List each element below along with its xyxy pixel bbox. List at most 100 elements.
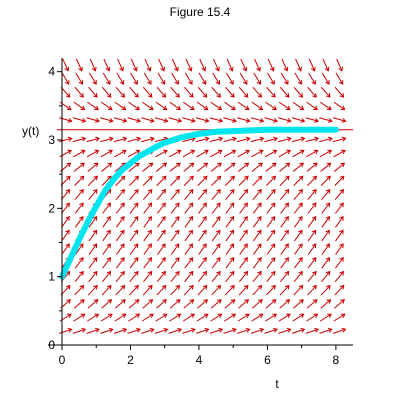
- field-arrow: [74, 215, 84, 228]
- field-arrow: [224, 101, 236, 111]
- field-arrow: [144, 58, 152, 72]
- axes: [48, 58, 353, 346]
- field-arrow: [115, 284, 126, 296]
- field-arrow: [266, 202, 276, 214]
- field-arrow: [265, 299, 277, 309]
- field-arrow: [292, 299, 304, 309]
- field-arrow: [334, 284, 345, 296]
- field-arrow: [141, 313, 154, 322]
- field-arrow: [306, 162, 318, 172]
- field-arrow: [198, 243, 207, 255]
- field-arrow: [59, 149, 72, 158]
- field-arrow: [253, 72, 262, 85]
- field-arrow: [294, 72, 303, 85]
- field-arrow: [319, 149, 333, 158]
- field-arrow: [224, 284, 235, 296]
- field-arrow: [129, 284, 139, 296]
- field-arrow: [115, 215, 125, 228]
- field-arrow: [291, 117, 306, 123]
- field-arrow: [199, 58, 207, 72]
- field-arrow: [182, 327, 196, 334]
- field-arrow: [170, 229, 180, 242]
- field-arrow: [322, 58, 330, 72]
- field-arrow: [211, 257, 221, 269]
- field-arrow: [182, 313, 195, 322]
- field-arrow: [240, 58, 248, 72]
- field-arrow: [210, 149, 223, 158]
- field-arrow: [306, 101, 319, 111]
- field-arrow: [307, 243, 317, 255]
- field-arrow: [332, 327, 347, 334]
- field-arrow: [184, 215, 194, 228]
- field-arrow: [225, 257, 235, 269]
- field-arrow: [141, 327, 155, 334]
- field-arrow: [279, 299, 291, 309]
- field-arrow: [129, 229, 139, 242]
- field-arrow: [266, 243, 276, 255]
- field-arrow: [141, 117, 155, 123]
- field-arrow: [307, 270, 317, 283]
- field-arrow: [334, 86, 345, 98]
- field-arrow: [237, 101, 250, 111]
- field-arrow: [129, 86, 139, 98]
- field-arrow: [184, 86, 194, 98]
- field-arrow: [74, 284, 85, 296]
- field-arrow: [320, 86, 331, 98]
- field-arrow: [264, 117, 278, 123]
- field-arrow: [238, 175, 249, 187]
- field-arrow: [334, 202, 344, 214]
- field-arrow: [293, 202, 303, 214]
- field-arrow: [320, 162, 332, 172]
- field-arrow: [170, 175, 181, 187]
- field-arrow: [252, 175, 263, 187]
- field-arrow: [101, 299, 113, 309]
- field-arrow: [225, 202, 235, 214]
- field-arrow: [252, 229, 262, 242]
- field-arrow: [252, 284, 263, 296]
- field-arrow: [170, 257, 180, 269]
- field-arrow: [307, 86, 317, 98]
- field-arrow: [332, 117, 347, 123]
- field-arrow: [295, 58, 302, 72]
- field-arrow: [252, 188, 262, 200]
- field-arrow: [237, 117, 251, 123]
- field-arrow: [278, 327, 292, 334]
- field-arrow: [335, 257, 344, 269]
- field-arrow: [102, 270, 112, 283]
- field-arrow: [184, 257, 194, 269]
- field-arrow: [128, 101, 140, 111]
- field-arrow: [102, 257, 111, 269]
- field-arrow: [251, 313, 264, 322]
- field-arrow: [239, 215, 248, 228]
- field-arrow: [141, 136, 155, 143]
- field-arrow: [334, 299, 345, 309]
- field-arrow: [292, 313, 305, 322]
- field-arrow: [184, 270, 194, 283]
- x-tick-label: 2: [127, 353, 134, 367]
- field-arrow: [335, 72, 344, 85]
- field-arrow: [224, 175, 235, 187]
- field-arrow: [61, 202, 70, 214]
- field-arrow: [264, 136, 279, 143]
- field-arrow: [157, 72, 166, 85]
- field-arrow: [279, 86, 290, 98]
- field-arrow: [143, 215, 152, 228]
- field-arrow: [156, 257, 166, 269]
- field-arrow: [100, 136, 114, 143]
- field-arrow: [293, 270, 303, 283]
- field-arrow: [319, 117, 333, 123]
- field-arrow: [115, 188, 125, 200]
- field-arrow: [212, 58, 220, 72]
- field-arrow: [265, 101, 277, 111]
- field-arrow: [87, 299, 99, 309]
- field-arrow: [225, 188, 235, 200]
- field-arrow: [73, 101, 86, 111]
- field-arrow: [88, 257, 98, 269]
- field-arrow: [130, 58, 138, 72]
- field-arrow: [333, 162, 346, 172]
- field-arrow: [127, 327, 141, 334]
- field-arrow: [279, 162, 291, 172]
- field-arrow: [116, 229, 125, 242]
- field-arrow: [265, 313, 278, 322]
- field-arrow: [61, 72, 70, 85]
